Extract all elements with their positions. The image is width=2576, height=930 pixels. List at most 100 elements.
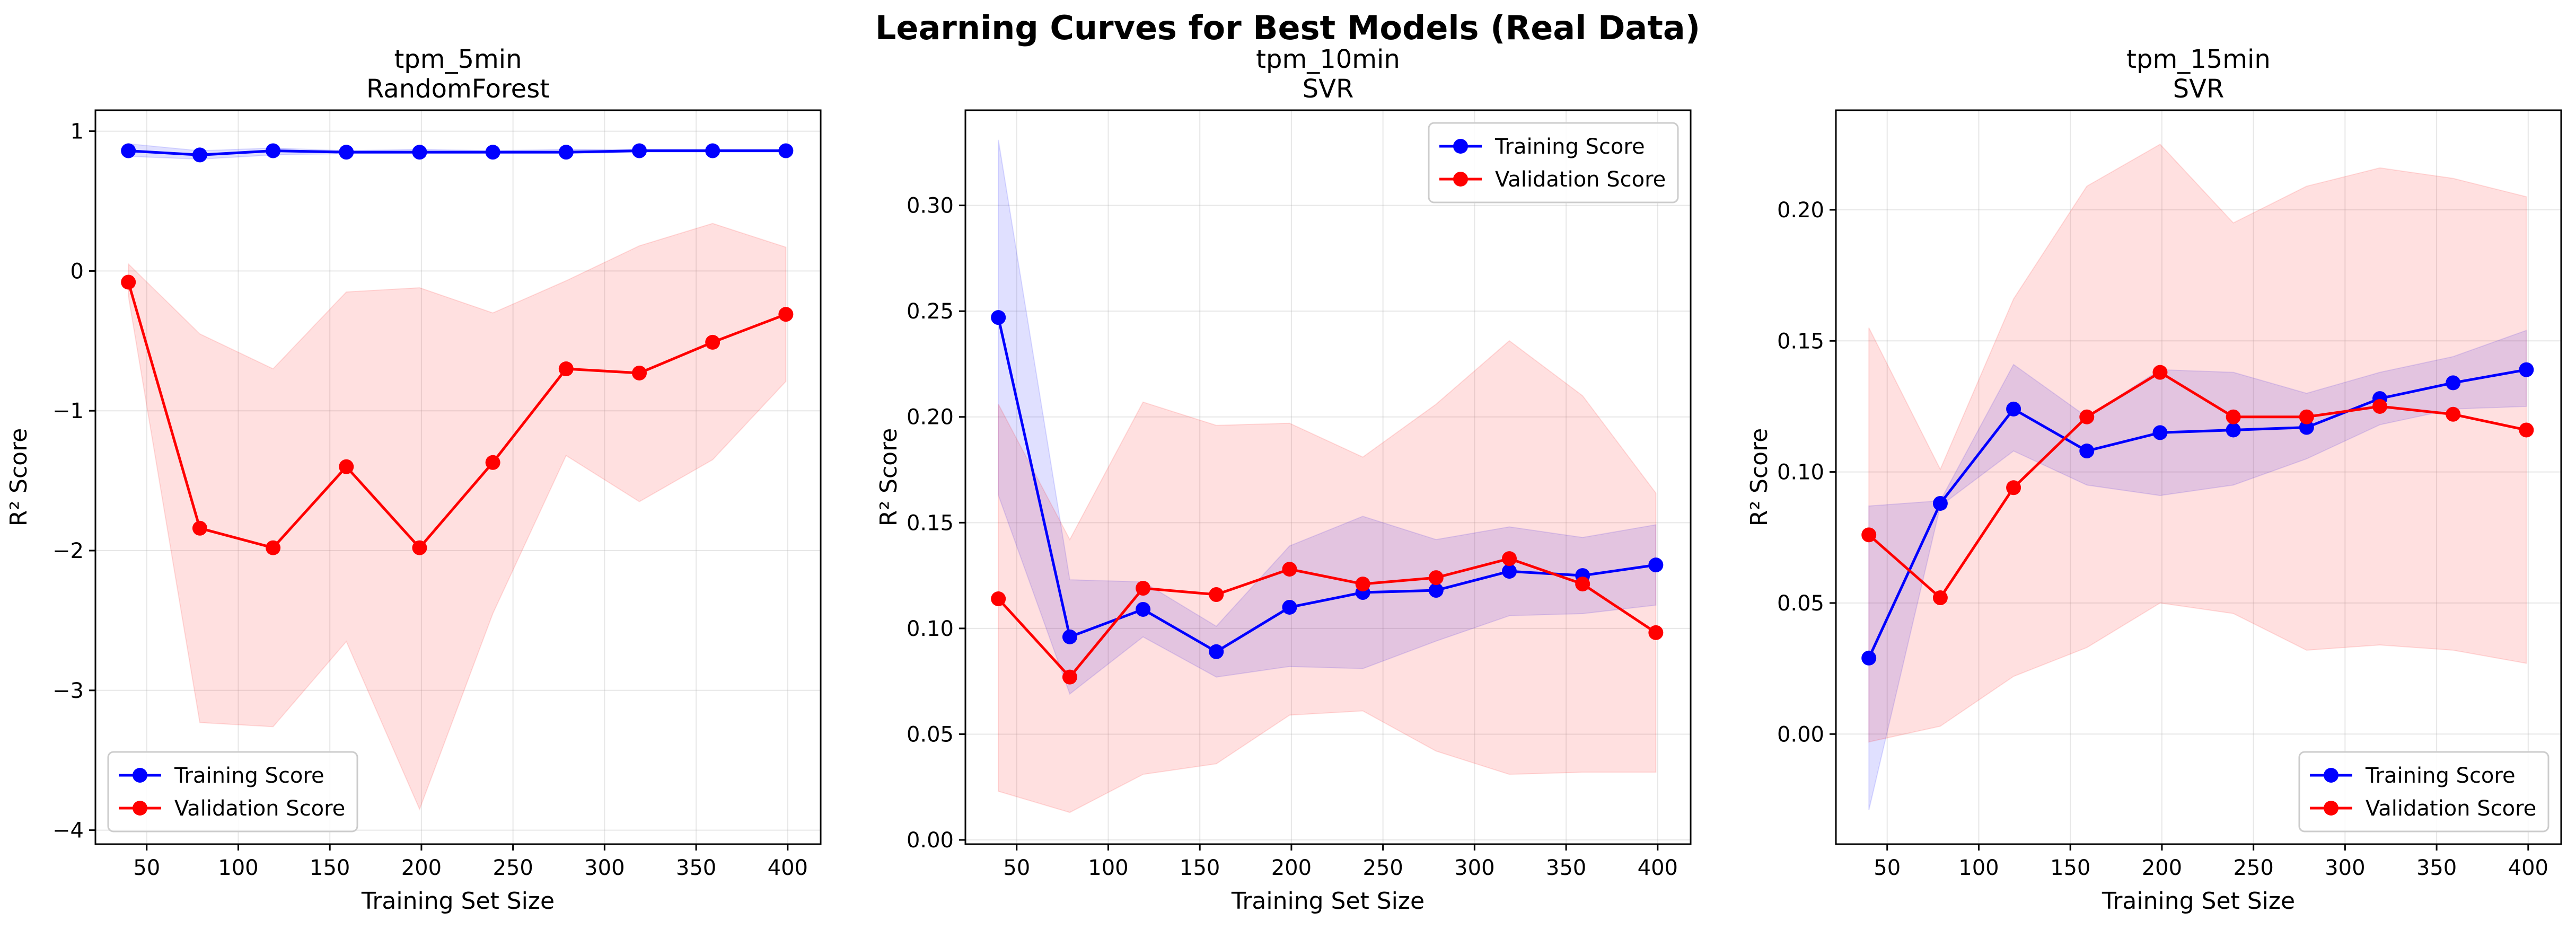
figure-title: Learning Curves for Best Models (Real Da…: [875, 8, 1700, 47]
y-tick-label: 0.10: [1777, 460, 1824, 485]
y-tick-label: 0.00: [1777, 722, 1824, 747]
legend-box: [1428, 122, 1679, 203]
data-point-validation: [1932, 590, 1948, 606]
x-tick-label: 150: [310, 856, 350, 880]
y-axis-label: R² Score: [5, 428, 32, 526]
y-tick-label: 0: [71, 259, 84, 284]
legend-swatch-marker-training: [2324, 768, 2338, 783]
data-point-validation: [558, 361, 574, 377]
data-point-training: [2226, 422, 2241, 438]
y-tick-label: −3: [52, 679, 84, 703]
y-tick-label: 0.05: [1777, 591, 1824, 616]
data-point-training: [1428, 583, 1444, 598]
data-point-training: [1062, 629, 1077, 644]
data-point-training: [1861, 650, 1877, 666]
subplot-title-model: RandomForest: [366, 74, 550, 104]
data-point-training: [558, 145, 574, 160]
x-tick-label: 200: [1271, 856, 1312, 880]
y-tick-label: −1: [52, 399, 84, 423]
subplot-title-model: SVR: [2173, 74, 2225, 104]
x-tick-label: 200: [2142, 856, 2182, 880]
y-tick-label: 0.00: [907, 828, 954, 853]
data-point-training: [2152, 425, 2168, 440]
y-tick-label: −4: [52, 819, 84, 843]
legend-label-training: Training Score: [174, 764, 324, 788]
subplot-3: 50 100 150 200 250 300 350 400 0.00 0.05 0.10 0.15 0…: [1746, 45, 2562, 915]
x-tick-label: 300: [584, 856, 625, 880]
x-tick-label: 350: [1546, 856, 1586, 880]
y-tick-label: −2: [52, 539, 84, 563]
legend-box: [2298, 751, 2549, 832]
data-point-training: [1648, 557, 1664, 573]
data-point-training: [2006, 401, 2021, 417]
data-point-validation: [1575, 577, 1590, 592]
legend-swatch-marker-validation: [2324, 801, 2338, 816]
x-tick-label: 150: [1180, 856, 1220, 880]
data-point-validation: [1502, 551, 1517, 566]
data-point-validation: [1062, 669, 1077, 685]
data-point-training: [2079, 444, 2095, 459]
x-axis-label: Training Set Size: [1231, 888, 1425, 915]
data-point-validation: [991, 591, 1006, 607]
x-tick-label: 300: [1454, 856, 1494, 880]
data-point-training: [778, 143, 794, 158]
data-point-training: [632, 143, 647, 158]
legend-box: [107, 751, 358, 832]
legend-label-training: Training Score: [2365, 764, 2516, 788]
data-point-training: [412, 145, 427, 160]
data-point-validation: [778, 307, 794, 322]
x-tick-label: 100: [1088, 856, 1128, 880]
data-point-validation: [1209, 587, 1224, 603]
x-axis-label: Training Set Size: [2102, 888, 2295, 915]
data-point-training: [2519, 362, 2534, 377]
data-point-validation: [2006, 480, 2021, 495]
data-point-validation: [2079, 409, 2095, 424]
y-tick-label: 0.10: [907, 617, 954, 641]
data-point-validation: [1861, 527, 1877, 543]
legend: Training Score Validation Score: [1428, 122, 1679, 203]
x-tick-label: 350: [2416, 856, 2457, 880]
data-point-training: [1136, 601, 1151, 617]
x-tick-label: 50: [133, 856, 160, 880]
data-point-validation: [266, 540, 281, 555]
legend-swatch-marker-training: [133, 768, 147, 783]
data-point-validation: [2299, 409, 2314, 424]
subplot-title-metric: tpm_10min: [1256, 45, 1400, 74]
axes-frame: [964, 109, 1692, 845]
data-point-training: [266, 143, 281, 158]
data-point-training: [1209, 644, 1224, 659]
data-point-validation: [1648, 625, 1664, 640]
legend-label-validation: Validation Score: [2366, 796, 2536, 821]
data-point-validation: [2152, 365, 2168, 380]
band-validation: [1868, 144, 2527, 743]
data-point-validation: [412, 540, 427, 555]
axes-frame: [94, 109, 822, 845]
axes-frame: [1835, 109, 2562, 845]
legend-swatch-marker-validation: [133, 801, 147, 816]
data-point-training: [2446, 375, 2461, 391]
data-point-validation: [339, 459, 354, 474]
x-tick-label: 50: [1003, 856, 1030, 880]
x-tick-label: 250: [493, 856, 533, 880]
x-tick-label: 350: [676, 856, 716, 880]
data-point-training: [192, 147, 207, 163]
y-axis-label: R² Score: [1746, 428, 1773, 526]
data-point-validation: [2446, 406, 2461, 422]
x-tick-label: 250: [2233, 856, 2273, 880]
y-axis-label: R² Score: [875, 428, 902, 526]
legend-label-validation: Validation Score: [174, 796, 345, 821]
legend-label-training: Training Score: [1494, 135, 1645, 159]
x-tick-label: 300: [2325, 856, 2365, 880]
x-tick-label: 150: [2050, 856, 2090, 880]
data-point-training: [121, 143, 136, 158]
data-point-validation: [1355, 577, 1370, 592]
data-point-validation: [1282, 562, 1297, 577]
subplot-1: 50 100 150 200 250 300 350 400 −4 −3 −2 −1 0 1 Trainin…: [5, 45, 822, 915]
series-line-training: [997, 317, 1656, 653]
y-tick-label: 0.30: [907, 194, 954, 218]
legend: Training Score Validation Score: [2298, 751, 2549, 832]
y-tick-label: 0.25: [907, 299, 954, 324]
data-point-validation: [2519, 422, 2534, 438]
